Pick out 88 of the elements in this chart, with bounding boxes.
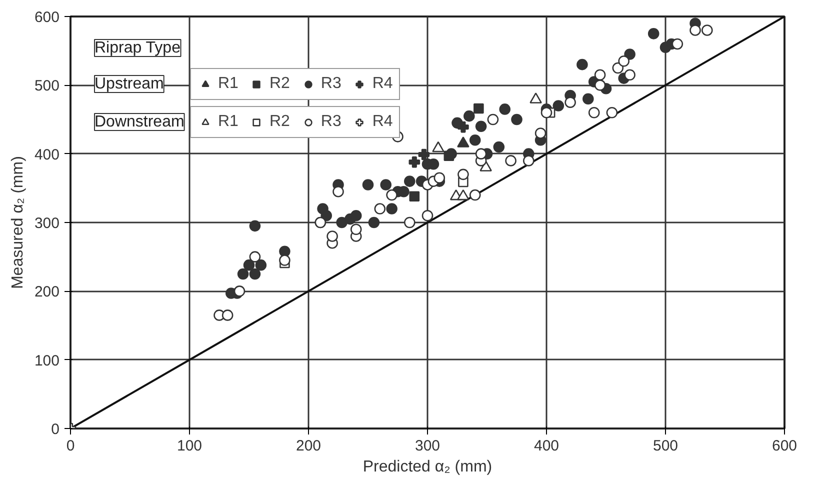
legend-label: R2 [269,75,290,93]
point [404,176,416,187]
point [464,110,475,122]
point [606,106,618,118]
point [408,156,420,168]
point [540,106,552,118]
point [404,216,416,228]
point [374,203,386,214]
legend-label: R4 [372,113,393,131]
y-axis-title: Measured α₂ (mm) [9,156,26,289]
point [362,179,374,190]
point [576,58,588,70]
point [469,134,481,146]
point [672,38,684,50]
point [458,121,469,133]
point [418,148,430,160]
x-tick-label: 600 [772,438,798,454]
x-tick-label: 400 [534,438,560,454]
x-tick-label: 300 [414,438,440,454]
point [243,259,255,271]
point [332,186,344,198]
legend-title: Riprap Type [94,40,181,56]
point [380,179,392,190]
point [487,114,499,126]
point [386,203,398,214]
point [255,259,267,271]
x-tick-label: 0 [66,438,75,454]
point [350,224,362,236]
point [422,210,434,222]
legend-label: R2 [269,113,290,131]
point [237,268,249,280]
point [499,104,510,115]
point [505,155,516,166]
x-tick-label: 200 [296,438,322,454]
point [368,216,380,228]
point [702,24,713,36]
point [588,106,600,118]
point [446,148,457,160]
point [552,100,564,112]
legend-label: R4 [372,75,393,93]
legend-label: R3 [320,75,342,93]
point [249,220,261,232]
x-tick-label: 100 [176,438,202,454]
point [336,216,348,228]
annotation: Upstream [94,76,164,92]
y-tick-label: 300 [34,215,60,232]
y-tick-label: 0 [51,421,60,438]
legend-label: R1 [218,75,238,93]
point [612,62,624,74]
point [594,69,606,81]
x-axis-title: Predicted α₂ (mm) [362,458,492,476]
point [690,24,701,36]
annotation: Downstream [94,114,184,130]
point [350,210,362,222]
y-tick-label: 600 [34,9,60,26]
y-tick-label: 500 [34,78,60,95]
point [624,48,636,60]
point [582,93,594,105]
point [618,55,630,67]
point [326,230,338,242]
point [222,310,234,321]
point [249,268,261,280]
point [320,210,332,222]
point [648,28,660,40]
point [458,168,469,180]
point [594,80,606,91]
point [493,141,505,153]
point [469,189,481,201]
legend-label: R1 [218,113,238,131]
y-tick-label: 400 [34,146,60,164]
point [386,189,398,201]
y-tick-label: 100 [34,352,60,370]
point [475,148,487,160]
x-tick-label: 500 [652,438,678,454]
point [474,103,484,114]
point [534,128,546,139]
point [564,96,576,108]
point [475,120,487,132]
point [249,251,261,262]
y-tick-label: 200 [34,284,60,301]
point [523,155,534,166]
legend-label: R3 [320,113,342,131]
point [409,191,420,202]
point [434,172,446,184]
point [624,69,636,81]
point [279,254,290,266]
point [511,114,522,126]
point [234,286,246,297]
